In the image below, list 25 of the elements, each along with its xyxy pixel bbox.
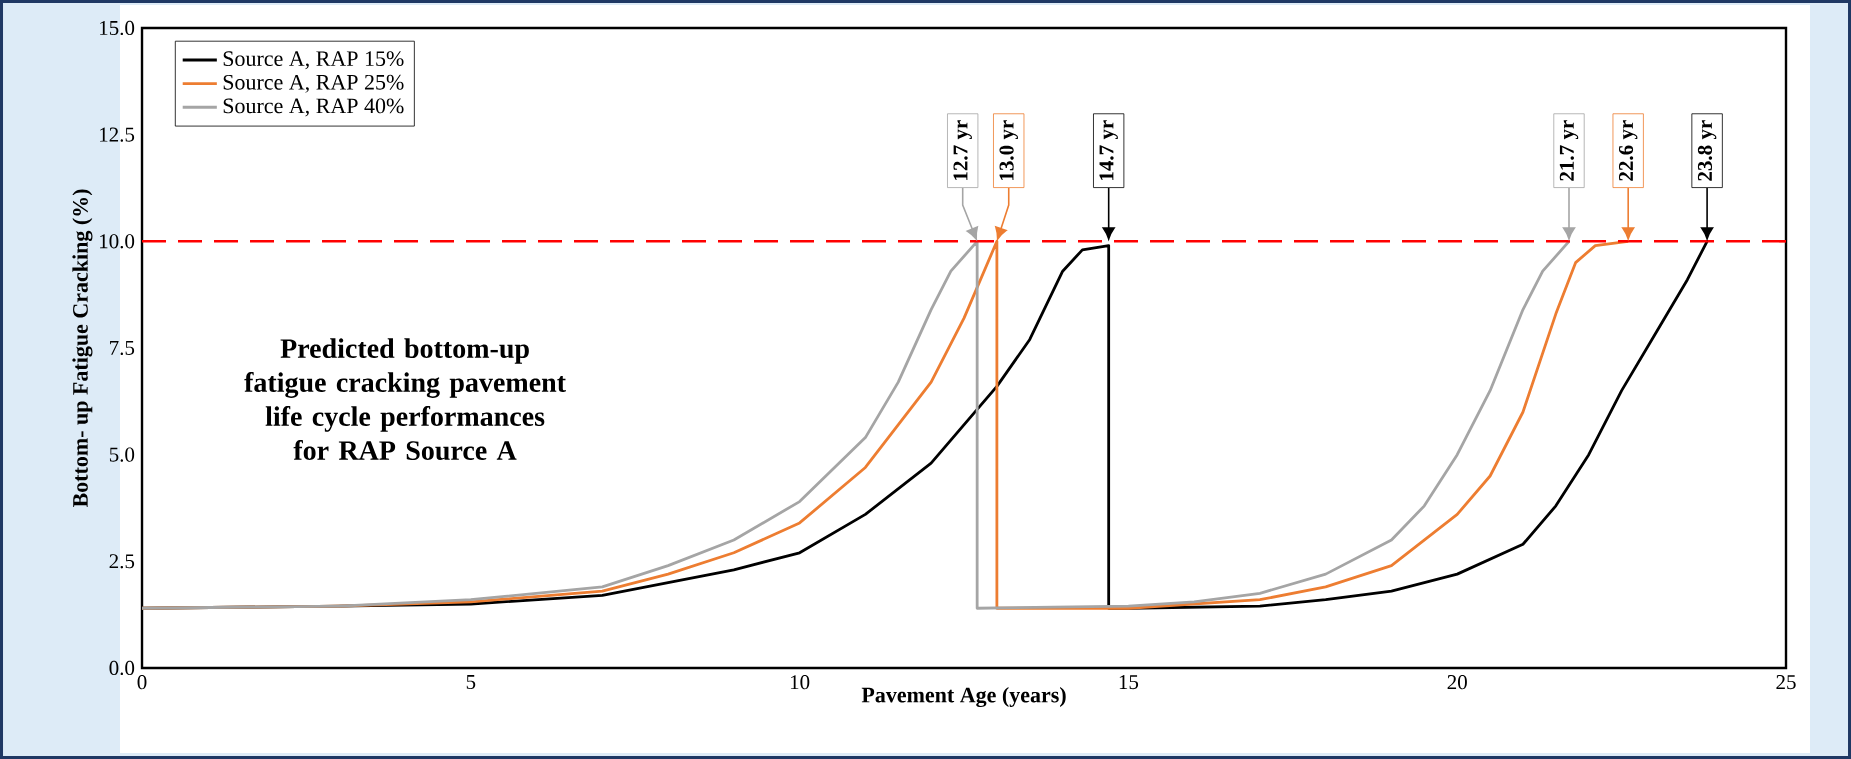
x-tick-label: 5 — [466, 675, 476, 690]
x-axis-title: Pavement Age (years) — [861, 686, 1066, 708]
y-tick-label: 12.5 — [100, 127, 135, 142]
x-tick-label: 25 — [1776, 675, 1796, 690]
annotation: 22.6 yr — [1618, 120, 1638, 181]
legend-label: Source A, RAP 25% — [223, 74, 404, 93]
x-tick-label: 0 — [137, 675, 147, 690]
y-tick-label: 0.0 — [109, 660, 135, 676]
legend-label: Source A, RAP 40% — [223, 98, 404, 117]
annotation: 23.8 yr — [1697, 120, 1717, 181]
x-tick-label: 10 — [790, 675, 810, 690]
y-tick-label: 5.0 — [109, 447, 135, 462]
annotation: 21.7 yr — [1559, 120, 1579, 181]
annotation: Predicted bottom-up fatigue cracking pavement life cycle performances for RAP Source A — [244, 338, 566, 461]
y-tick-label: 2.5 — [109, 554, 135, 569]
annotation: 14.7 yr — [1099, 120, 1118, 180]
legend-label: Source A, RAP 15% — [223, 51, 404, 70]
annotation: 13.0 yr — [999, 120, 1018, 180]
annotation: 12.7 yr — [953, 120, 972, 180]
y-tick-label: 7.5 — [110, 340, 135, 355]
x-tick-label: 20 — [1447, 675, 1467, 690]
y-tick-label: 10.0 — [100, 234, 135, 249]
y-axis-title: Bottom- up Fatigue Cracking (%) — [72, 189, 93, 508]
x-tick-label: 15 — [1119, 675, 1139, 690]
y-tick-label: 15.0 — [100, 20, 135, 36]
